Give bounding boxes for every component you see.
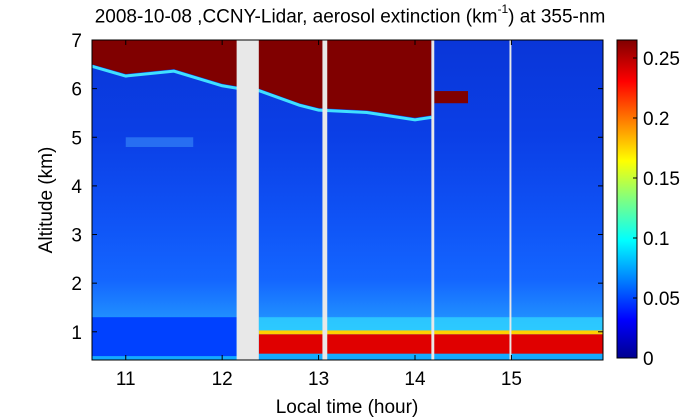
y-tick-label-1: 1 <box>71 323 82 344</box>
y-tick-label-7: 7 <box>71 31 82 52</box>
colorbar-tick-label-1: 0.05 <box>643 289 680 310</box>
cloud-base-edge <box>92 64 432 122</box>
title-suffix: ) at 355-nm <box>508 6 606 28</box>
y-tick-label-5: 5 <box>71 128 82 149</box>
x-tick-label-13: 13 <box>308 369 329 390</box>
boundary-layer-2 <box>258 334 603 354</box>
y-axis-title: Altitude (km) <box>36 147 57 254</box>
colorbar-tick-label-5: 0.25 <box>643 49 680 70</box>
x-axis-title: Local time (hour) <box>276 397 419 418</box>
x-tick-label-11: 11 <box>116 369 136 390</box>
y-tick-label-4: 4 <box>71 177 82 198</box>
y-tick-label-3: 3 <box>71 226 82 247</box>
y-tick-label-2: 2 <box>71 274 82 295</box>
x-tick-label-14: 14 <box>404 369 426 390</box>
colorbar-gradient <box>616 39 638 359</box>
data-gap-4 <box>509 40 512 360</box>
data-gap-3 <box>431 40 435 360</box>
colorbar-tick-label-4: 0.2 <box>643 109 669 130</box>
chart-title: 2008-10-08 ,CCNY-Lidar, aerosol extincti… <box>0 2 700 28</box>
colorbar-tick-label-0: 0 <box>643 349 654 370</box>
x-tick-label-15: 15 <box>501 369 522 390</box>
data-gap-2 <box>322 40 328 360</box>
data-gap-1 <box>236 40 259 360</box>
elevated-aerosol-layer <box>125 137 194 147</box>
boundary-layer-fringe <box>258 330 603 335</box>
x-tick-label-12: 12 <box>212 369 233 390</box>
x-axis: 11 12 13 14 15 <box>116 40 522 390</box>
plot-area <box>92 40 603 360</box>
title-superscript: -1 <box>497 2 509 16</box>
y-tick-label-6: 6 <box>71 80 82 101</box>
colorbar-tick-label-2: 0.1 <box>643 229 669 250</box>
colorbar-tick-label-3: 0.15 <box>643 169 680 190</box>
boundary-layer-haze <box>258 317 603 331</box>
cloud-layer <box>92 40 432 118</box>
colorbar: 0 0.05 0.1 0.15 0.2 0.25 <box>616 39 680 370</box>
boundary-layer-1 <box>92 317 237 357</box>
cloud-patch-late <box>434 91 469 104</box>
y-axis: 1 2 3 4 5 6 7 <box>71 31 603 344</box>
title-prefix: 2008-10-08 ,CCNY-Lidar, aerosol extincti… <box>94 6 498 28</box>
plot-frame <box>91 39 604 361</box>
